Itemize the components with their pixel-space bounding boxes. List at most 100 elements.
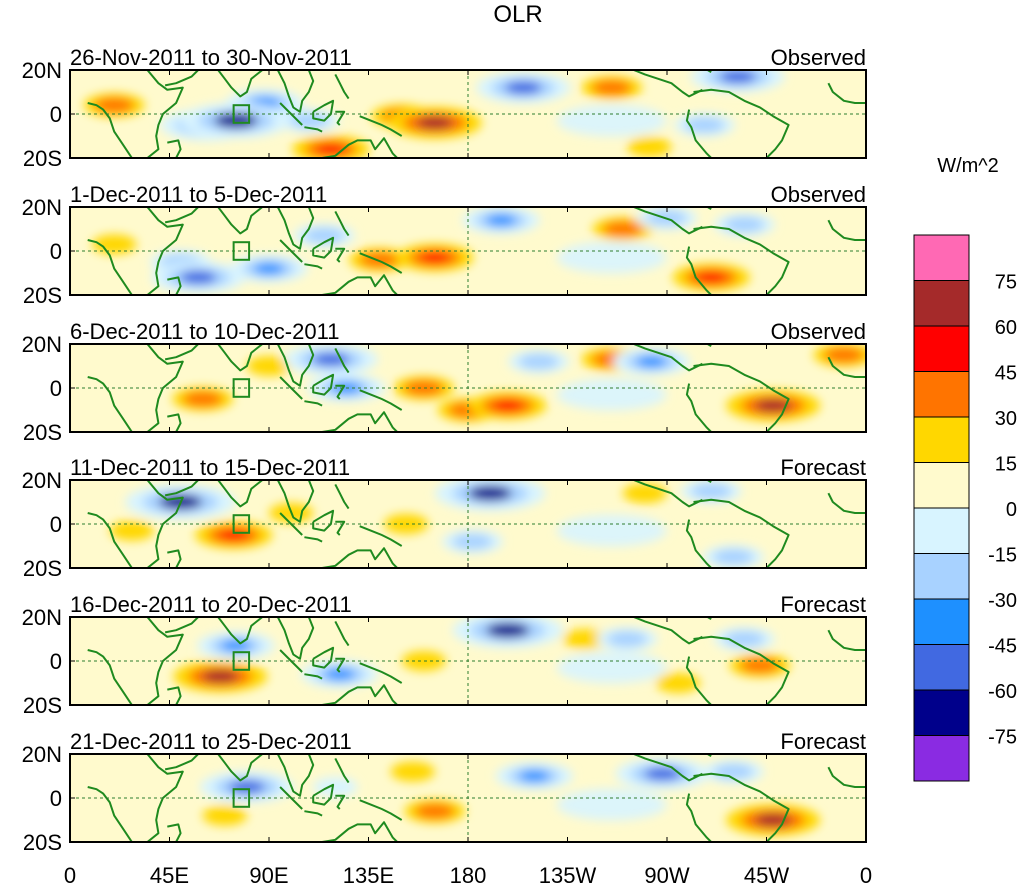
coastline: [279, 376, 303, 400]
coastline: [167, 823, 182, 842]
coastline: [167, 686, 182, 705]
coastline: [87, 512, 133, 568]
coastline: [335, 520, 346, 536]
colorbar-swatch: [913, 325, 970, 372]
coastlines: [87, 754, 866, 842]
anomaly-core: [312, 230, 336, 241]
coastline: [276, 344, 315, 387]
coastline: [359, 389, 403, 411]
y-tick-label: 20S: [23, 693, 62, 718]
coastline: [279, 512, 303, 536]
coastline: [167, 413, 182, 432]
panel-kind: Forecast: [780, 592, 866, 617]
coastline: [359, 799, 403, 821]
anomaly-core: [505, 81, 542, 95]
panel-kind: Forecast: [780, 729, 866, 754]
coastline: [359, 525, 403, 547]
chart-title: OLR: [493, 1, 542, 28]
anomaly-core: [324, 668, 355, 680]
anomaly-core: [367, 254, 392, 265]
anomaly-blob: [556, 104, 667, 137]
coastline: [693, 225, 790, 295]
coastline: [359, 662, 403, 684]
coastline: [633, 480, 703, 508]
coastline: [164, 70, 199, 87]
coastline: [87, 102, 133, 158]
coastline: [304, 126, 323, 133]
coastline: [685, 519, 712, 568]
coastline: [276, 754, 315, 797]
coastline: [334, 210, 350, 237]
coastline: [359, 252, 403, 274]
anomaly-core: [228, 780, 266, 794]
colorbar-label: -75: [988, 727, 1017, 749]
colorbar-swatch: [913, 462, 970, 509]
y-tick-label: 20S: [23, 420, 62, 445]
anomaly-core: [600, 82, 624, 93]
coastline: [217, 480, 264, 508]
coastline: [334, 347, 350, 374]
coastline: [827, 629, 866, 651]
coastline: [321, 411, 398, 432]
y-tick-label: 0: [50, 649, 62, 674]
coastline: [167, 549, 182, 568]
anomaly-core: [191, 394, 215, 404]
x-axis-tick-labels: 0 45E 90E 135E 180 135W 90W 45W 0: [64, 863, 872, 887]
coastline: [335, 110, 346, 126]
anomaly-blob: [556, 514, 667, 547]
coastline: [279, 239, 303, 263]
coastline: [146, 617, 184, 705]
y-tick-label: 20N: [22, 742, 62, 767]
coastline: [633, 754, 703, 782]
anomaly-core: [636, 489, 654, 498]
coastline: [217, 207, 264, 235]
coastline: [321, 547, 398, 568]
anomaly-core: [721, 766, 745, 777]
coastline: [335, 384, 346, 400]
anomaly-core: [460, 536, 485, 547]
anomaly-core: [468, 485, 512, 501]
coastline: [164, 207, 199, 224]
reference-box: [232, 104, 251, 124]
anomaly-core: [486, 622, 530, 638]
coastline: [334, 483, 350, 510]
coastline: [164, 617, 199, 634]
coastline: [827, 82, 866, 104]
anomaly-core: [486, 214, 517, 226]
coastline: [164, 754, 199, 771]
coastline: [146, 70, 184, 158]
coastline: [217, 344, 264, 372]
y-tick-label: 20N: [22, 195, 62, 220]
panel-2: 20N 0 20S 1-Dec-2011 to 5-Dec-2011 Observed: [22, 182, 867, 308]
coastline: [633, 70, 703, 98]
x-tick-label: 0: [860, 863, 872, 887]
colorbar-label: -60: [988, 681, 1017, 703]
y-tick-label: 20N: [22, 468, 62, 493]
anomaly-core: [214, 113, 258, 129]
x-tick-label: 135W: [539, 863, 597, 887]
panel-period: 1-Dec-2011 to 5-Dec-2011: [70, 182, 327, 207]
coastline: [217, 617, 264, 645]
colorbar-swatch: [913, 507, 970, 554]
anomaly-core: [696, 271, 727, 284]
coastline: [685, 793, 712, 842]
colorbar-label: 45: [995, 363, 1017, 385]
coastlines: [87, 617, 866, 705]
anomaly-core: [692, 120, 717, 130]
panel-6: 20N 0 20S 21-Dec-2011 to 25-Dec-2011 Forecas…: [22, 729, 867, 855]
colorbar-swatch: [913, 280, 970, 327]
anomaly-core: [644, 767, 681, 781]
coastline: [335, 247, 346, 263]
reference-box: [232, 241, 251, 261]
reference-box: [232, 514, 251, 534]
coastline: [146, 344, 184, 432]
anomaly-core: [527, 356, 551, 367]
anomaly-core: [202, 669, 239, 684]
coastline: [633, 344, 703, 372]
colorbar-swatch: [913, 234, 970, 281]
anomaly-core: [404, 767, 422, 776]
coastline: [693, 772, 790, 842]
coastline: [827, 492, 866, 514]
panel-period: 21-Dec-2011 to 25-Dec-2011: [70, 729, 352, 754]
